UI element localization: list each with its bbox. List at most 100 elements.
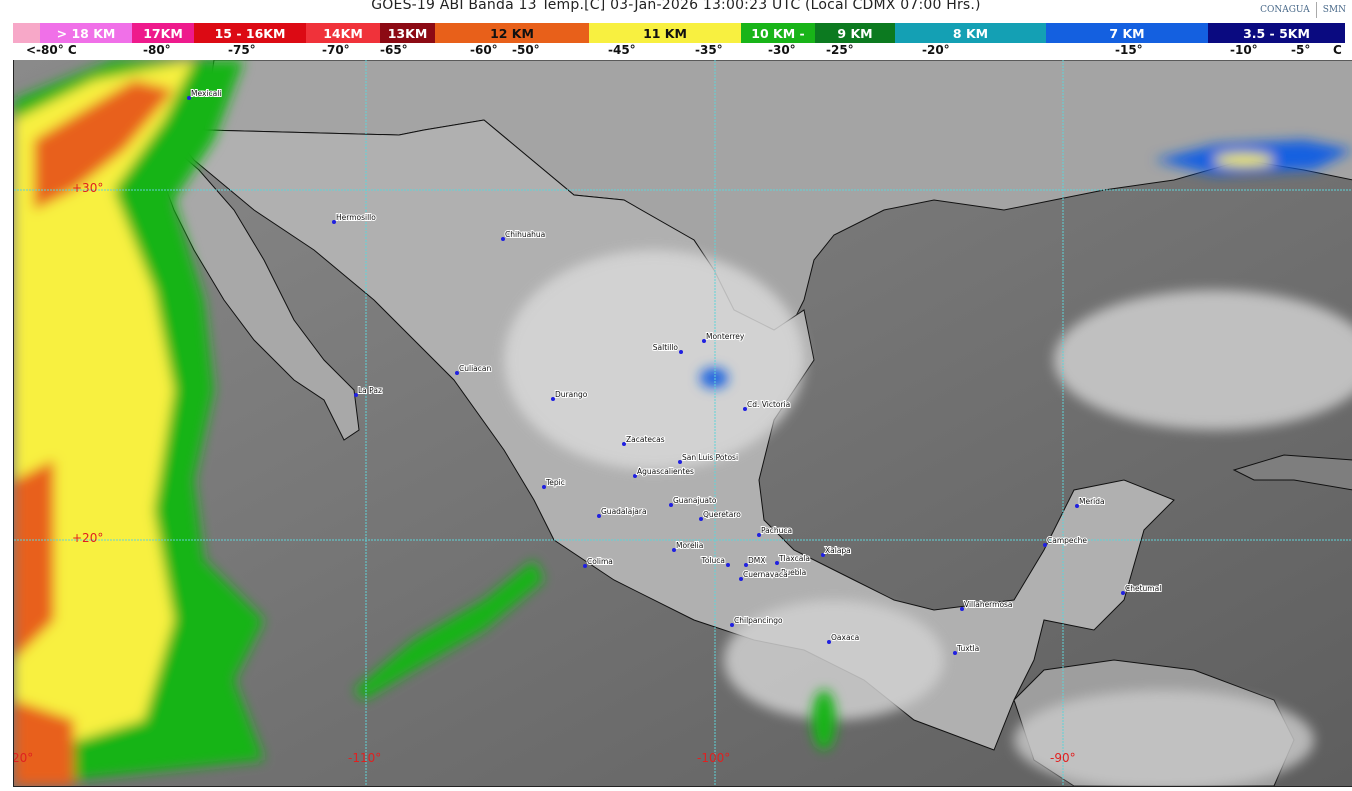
legend-segment: 7 KM xyxy=(1046,23,1208,43)
city-label: Hermosillo xyxy=(336,213,376,222)
legend-segment: 3.5 - 5KM xyxy=(1208,23,1345,43)
city-marker xyxy=(501,237,505,241)
city-marker xyxy=(739,577,743,581)
city-label: Tepic xyxy=(545,478,565,487)
city-label: Chihuahua xyxy=(505,230,545,239)
logo-divider xyxy=(1315,2,1317,18)
legend-temperature-label: -20° xyxy=(922,43,950,57)
city-marker xyxy=(597,514,601,518)
city-label: Puebla xyxy=(781,568,806,577)
city-label: Mexicali xyxy=(191,89,221,98)
city-label: Guadalajara xyxy=(601,507,647,516)
legend-temperature-label: -75° xyxy=(228,43,256,57)
legend-segment: 15 - 16KM xyxy=(194,23,306,43)
city-marker xyxy=(542,485,546,489)
city-label: Campeche xyxy=(1047,536,1087,545)
city-marker xyxy=(1075,504,1079,508)
lat-lon-grid xyxy=(14,60,1352,786)
conagua-logo: CONAGUA xyxy=(1260,5,1310,15)
city-label: Villahermosa xyxy=(964,600,1013,609)
legend-temperature-label: -50° xyxy=(512,43,540,57)
city-marker xyxy=(775,561,779,565)
city-marker xyxy=(821,553,825,557)
lon-label-90: -90° xyxy=(1050,751,1076,765)
city-marker xyxy=(777,573,781,577)
legend-segment: 9 KM xyxy=(815,23,895,43)
legend-segment: > 18 KM xyxy=(40,23,132,43)
image-title: GOES-19 ABI Banda 13 Temp.[C] 03-Jan-202… xyxy=(371,0,981,13)
lon-label-110: -110° xyxy=(348,751,381,765)
legend-segment: 11 KM xyxy=(589,23,741,43)
city-label: Toluca xyxy=(701,556,725,565)
lon-label-120: -120° xyxy=(14,751,33,765)
city-marker xyxy=(953,651,957,655)
temperature-scale: <-80° C -80° -75° -70° -65° -60° -50° -45° -35° -… xyxy=(0,43,1352,59)
legend-temperature-label: -15° xyxy=(1115,43,1143,57)
grid-labels: +30° +20° -120° -110° -100° -90° xyxy=(0,181,1076,765)
lon-label-100: -100° xyxy=(697,751,730,765)
city-label: Tlaxcala xyxy=(778,554,810,563)
lat-label-20: +20° xyxy=(72,531,103,545)
cloud-cover xyxy=(504,250,1352,790)
land-cuba xyxy=(1232,454,1352,491)
city-marker xyxy=(187,96,191,100)
legend-temperature-label: C xyxy=(1333,43,1342,57)
smn-logo: SMN xyxy=(1322,5,1346,15)
city-label: Monterrey xyxy=(706,332,745,341)
city-marker xyxy=(726,563,730,567)
city-marker xyxy=(699,517,703,521)
city-marker xyxy=(633,474,637,478)
city-marker xyxy=(1043,543,1047,547)
city-markers: Mexicali Hermosillo Chihuahua La Paz Culiaca… xyxy=(187,88,1162,655)
city-label: DMX xyxy=(748,556,765,565)
city-marker xyxy=(678,460,682,464)
legend-temperature-label: -45° xyxy=(608,43,636,57)
city-marker xyxy=(551,397,555,401)
city-label: Merida xyxy=(1079,497,1105,506)
city-marker xyxy=(827,640,831,644)
city-label: Guanajuato xyxy=(673,496,717,505)
city-marker xyxy=(583,564,587,568)
legend-segment: 10 KM - xyxy=(741,23,815,43)
city-label: Pachuca xyxy=(761,526,792,535)
city-label: Cd. Victoria xyxy=(747,400,790,409)
legend-temperature-label: -70° xyxy=(322,43,350,57)
city-label: Queretaro xyxy=(703,510,741,519)
legend-temperature-label: -30° xyxy=(768,43,796,57)
city-label: Culiacan xyxy=(459,364,491,373)
cold-cloud-tops xyxy=(14,60,1352,786)
legend-segment: 12 KM xyxy=(435,23,589,43)
legend-temperature-label: -10° xyxy=(1230,43,1258,57)
legend-segment: 17KM xyxy=(132,23,194,43)
city-marker xyxy=(332,220,336,224)
city-marker xyxy=(679,350,683,354)
legend-temperature-label: -25° xyxy=(826,43,854,57)
city-label: Zacatecas xyxy=(626,435,665,444)
agency-logos: CONAGUA SMN xyxy=(1260,2,1346,18)
legend-temperature-label: -60° xyxy=(470,43,498,57)
city-label: Cuernavaca xyxy=(743,570,788,579)
legend-temperature-label: -5° xyxy=(1291,43,1311,57)
legend-temperature-label: -65° xyxy=(380,43,408,57)
city-marker xyxy=(622,442,626,446)
satellite-map: +30° +20° -120° -110° -100° -90° Mexical… xyxy=(0,59,1352,790)
city-label: Xalapa xyxy=(825,546,851,555)
city-label: Oaxaca xyxy=(831,633,859,642)
city-marker xyxy=(455,371,459,375)
city-marker xyxy=(757,533,761,537)
city-marker xyxy=(744,563,748,567)
legend-segment: 14KM xyxy=(306,23,380,43)
city-marker xyxy=(1121,591,1125,595)
city-label: Colima xyxy=(587,557,613,566)
legend-segment: 13KM xyxy=(380,23,435,43)
city-label: Tuxtla xyxy=(956,644,979,653)
city-label: Morelia xyxy=(676,541,703,550)
legend-temperature-label: <-80° C xyxy=(26,43,77,57)
city-marker xyxy=(669,503,673,507)
legend-segment: 8 KM xyxy=(895,23,1046,43)
city-label: Chetumal xyxy=(1125,584,1161,593)
city-label: San Luis Potosi xyxy=(682,453,738,462)
color-legend: > 18 KM 17KM 15 - 16KM 14KM 13KM 12 KM 11 KM 10… xyxy=(13,23,1345,43)
city-label: Chilpancingo xyxy=(734,616,783,625)
land-baja xyxy=(158,139,360,441)
